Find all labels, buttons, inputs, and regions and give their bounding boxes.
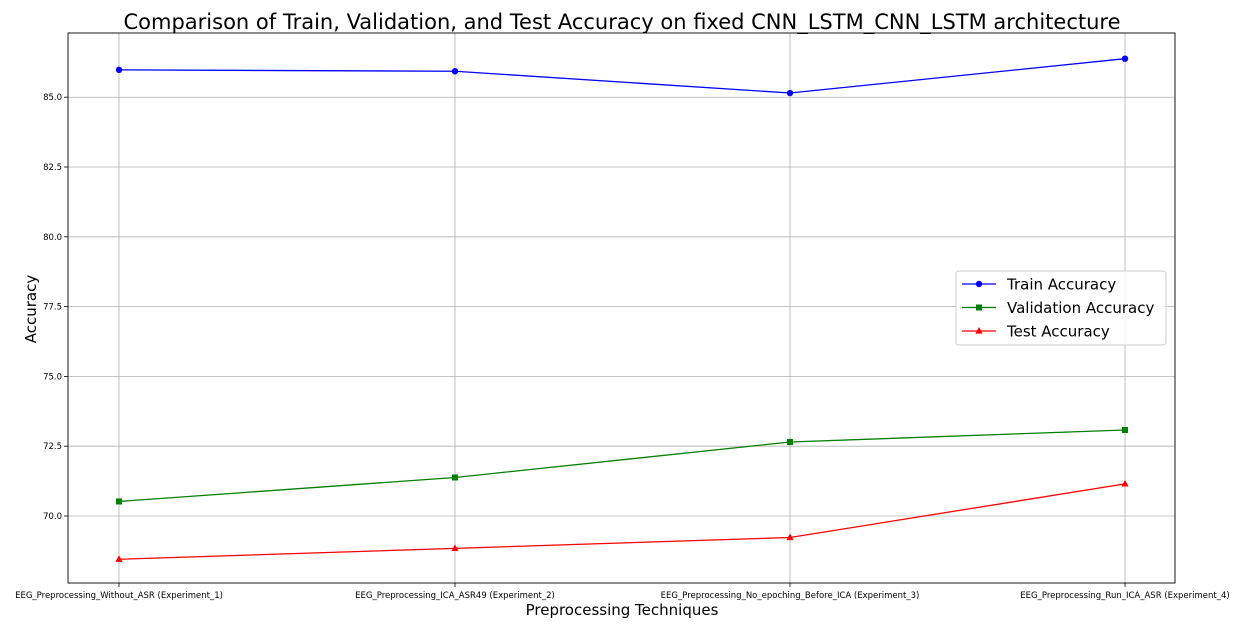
legend-label: Train Accuracy xyxy=(1006,276,1116,294)
series-layer xyxy=(115,55,1129,562)
y-axis-label: Accuracy xyxy=(22,275,40,344)
chart-title: Comparison of Train, Validation, and Tes… xyxy=(124,10,1121,35)
y-tick-label: 82.5 xyxy=(43,163,62,173)
data-point xyxy=(1121,55,1129,62)
legend-marker xyxy=(976,304,982,311)
y-tick-label: 85.0 xyxy=(43,93,62,103)
legend: Train Accuracy Validation Accuracy Test Ac… xyxy=(955,270,1167,346)
y-tick-label: 77.5 xyxy=(43,303,62,313)
series-line xyxy=(118,429,1126,503)
data-point xyxy=(1121,479,1129,487)
x-tick-label: EEG_Preprocessing_Run_ICA_ASR (Experimen… xyxy=(1020,591,1229,601)
data-point xyxy=(115,66,123,74)
legend-marker xyxy=(975,280,983,288)
data-point xyxy=(451,544,459,551)
data-point xyxy=(1122,427,1128,434)
series-train-accuracy xyxy=(115,55,1129,97)
y-tick-label: 72.5 xyxy=(43,442,62,452)
legend-label: Test Accuracy xyxy=(1006,323,1110,341)
data-point xyxy=(452,474,458,481)
y-tick-label: 75.0 xyxy=(43,372,62,382)
series-line xyxy=(118,483,1126,560)
legend-box xyxy=(955,270,1167,346)
data-point xyxy=(787,439,793,446)
data-point xyxy=(116,498,122,505)
y-tick-label: 70.0 xyxy=(43,512,62,522)
legend-marker xyxy=(975,327,983,334)
grid xyxy=(68,33,1175,583)
x-ticks: EEG_Preprocessing_Without_ASR (Experimen… xyxy=(15,583,1230,601)
series-validation-accuracy xyxy=(116,427,1128,505)
x-tick-label: EEG_Preprocessing_Without_ASR (Experimen… xyxy=(15,591,223,601)
series-test-accuracy xyxy=(115,479,1129,562)
series-line xyxy=(118,58,1126,94)
x-tick-label: EEG_Preprocessing_No_epoching_Before_ICA… xyxy=(661,591,920,601)
data-point xyxy=(786,533,794,541)
data-point xyxy=(786,89,794,97)
y-ticks: 70.0 72.5 75.0 77.5 80.0 82.5 85.0 xyxy=(43,93,68,522)
x-axis-label: Preprocessing Techniques xyxy=(526,601,719,619)
data-point xyxy=(115,555,123,562)
legend-label: Validation Accuracy xyxy=(1007,299,1154,317)
data-point xyxy=(451,68,459,75)
x-tick-label: EEG_Preprocessing_ICA_ASR49 (Experiment_… xyxy=(355,591,555,601)
y-tick-label: 80.0 xyxy=(43,233,62,243)
plot-area-frame xyxy=(67,32,1176,584)
